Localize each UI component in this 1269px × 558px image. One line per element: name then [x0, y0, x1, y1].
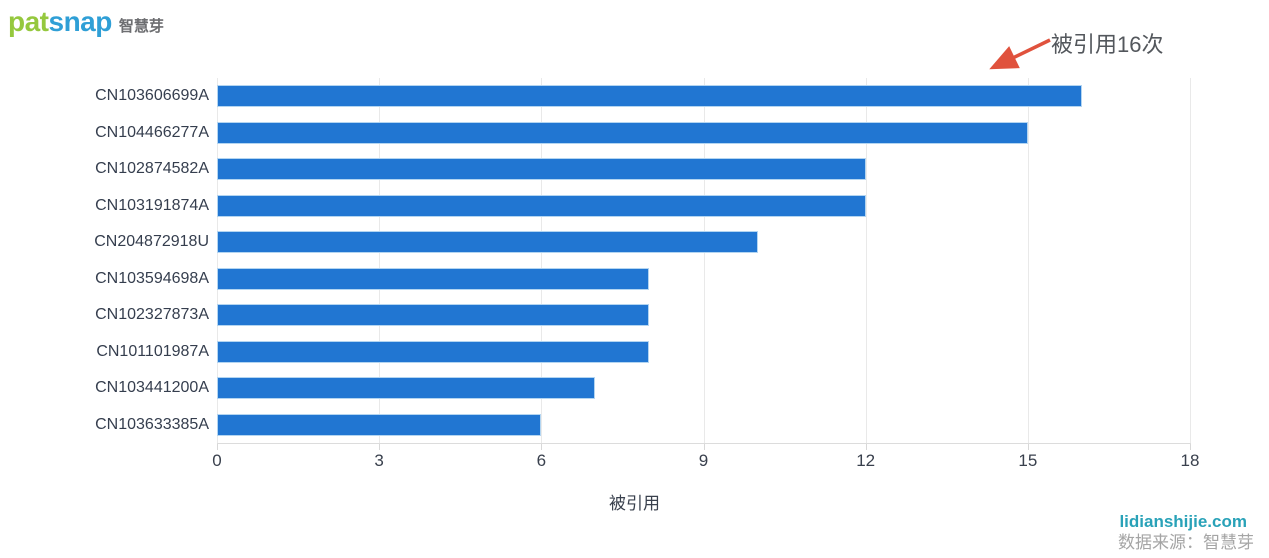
x-tick-label: 6: [536, 451, 547, 470]
y-axis-label: CN104466277A: [95, 123, 209, 141]
y-axis-label: CN101101987A: [96, 342, 209, 360]
x-tick-mark: [1190, 444, 1191, 450]
logo-part-pat: pat: [8, 6, 49, 37]
bar: [217, 121, 1028, 144]
y-axis-label: CN204872918U: [94, 233, 209, 251]
gridline: [1027, 78, 1029, 443]
x-axis-title: 被引用: [609, 494, 660, 513]
gridline: [541, 78, 543, 443]
x-tick-mark: [379, 444, 381, 450]
watermark-site: lidianshijie.com: [1119, 512, 1247, 531]
y-axis-label: CN103441200A: [95, 379, 209, 397]
x-tick-label: 3: [374, 451, 384, 470]
y-axis-label: CN102874582A: [95, 160, 209, 178]
y-axis-label: CN103594698A: [95, 269, 209, 287]
x-tick-mark: [541, 444, 543, 450]
y-axis-label: CN103606699A: [95, 87, 209, 105]
x-tick-label: 18: [1180, 451, 1200, 470]
x-tick-label: 12: [856, 451, 876, 470]
bar: [217, 340, 650, 363]
x-tick-label: 15: [1018, 451, 1038, 470]
x-tick-mark: [1027, 444, 1029, 450]
x-tick-label: 0: [212, 451, 222, 470]
bar: [217, 158, 866, 181]
gridline: [703, 78, 705, 443]
annotation-arrow-icon: [989, 38, 1051, 70]
x-tick-mark: [865, 444, 867, 450]
x-tick-mark: [703, 444, 705, 450]
bar: [217, 194, 866, 217]
x-tick-mark: [217, 444, 218, 450]
y-axis-label: CN102327873A: [95, 306, 209, 324]
x-axis-line: [217, 443, 1191, 444]
gridline: [217, 78, 218, 443]
bar: [217, 85, 1082, 108]
bar: [217, 304, 650, 327]
bar: [217, 267, 650, 290]
logo-chinese-name: 智慧芽: [118, 18, 164, 35]
y-axis-label: CN103191874A: [95, 196, 209, 214]
watermark-source: 数据来源：智慧芽: [1118, 533, 1254, 552]
annotation-label: 被引用16次: [1051, 32, 1164, 57]
bar: [217, 231, 758, 254]
logo-part-snap: snap: [48, 6, 113, 37]
patsnap-wordmark: patsnap: [8, 8, 112, 36]
bar: [217, 413, 542, 436]
gridline: [865, 78, 867, 443]
x-tick-label: 9: [698, 451, 709, 470]
gridline: [1190, 78, 1191, 443]
gridline: [379, 78, 381, 443]
y-axis-label: CN103633385A: [95, 415, 209, 433]
patsnap-logo: patsnap 智慧芽: [8, 8, 164, 36]
bar: [217, 377, 596, 400]
